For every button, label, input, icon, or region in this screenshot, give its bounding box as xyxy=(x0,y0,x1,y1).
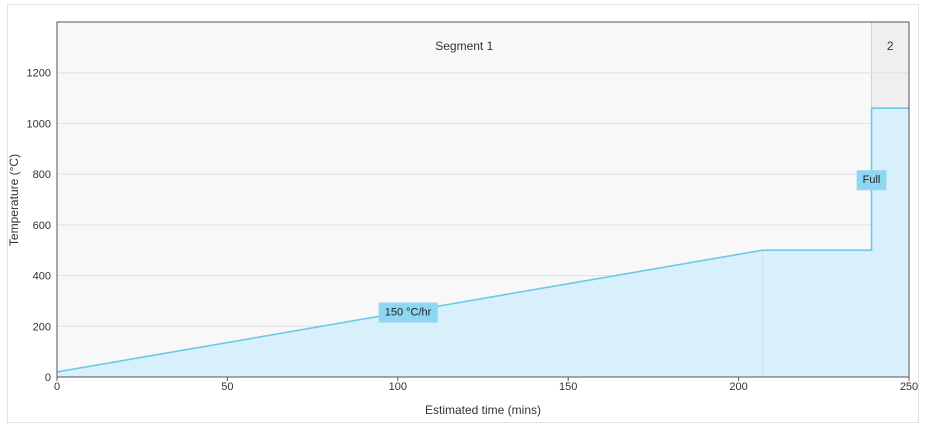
y-tick-labels: 0 200 400 600 800 1000 1200 xyxy=(27,68,51,384)
data-label: Full xyxy=(856,170,887,191)
plot-border xyxy=(56,21,910,378)
y-tick-label: 400 xyxy=(33,271,51,283)
y-tick-label: 1000 xyxy=(27,118,51,130)
temperature-area xyxy=(57,108,909,377)
segment-label: 2 xyxy=(887,39,894,53)
x-tick-label: 250 xyxy=(900,381,918,393)
x-axis-title: Estimated time (mins) xyxy=(425,403,541,417)
y-tick-label: 600 xyxy=(33,220,51,232)
y-tick-label: 1200 xyxy=(27,68,51,80)
x-tick-label: 150 xyxy=(559,381,577,393)
y-tick-label: 0 xyxy=(45,372,51,384)
x-tick-label: 200 xyxy=(729,381,747,393)
y-axis-title: Temperature (°C) xyxy=(7,154,21,246)
x-tick-labels: 0 50 100 150 200 250 xyxy=(54,381,918,393)
segment-label: Segment 1 xyxy=(435,39,493,53)
temperature-line xyxy=(56,107,909,373)
x-tick-label: 50 xyxy=(221,381,233,393)
data-label: 150 °C/hr xyxy=(378,302,438,323)
data-label-text: 150 °C/hr xyxy=(385,307,432,319)
data-label-text: Full xyxy=(863,174,881,186)
x-tick-label: 0 xyxy=(54,381,60,393)
data-label-box xyxy=(378,302,438,323)
data-label-box xyxy=(856,170,887,191)
area-layer xyxy=(56,107,909,377)
y-tick-label: 200 xyxy=(33,321,51,333)
axes xyxy=(56,21,910,381)
y-tick-label: 800 xyxy=(33,169,51,181)
annotations: 150 °C/hr Full xyxy=(378,170,887,323)
x-tick-label: 100 xyxy=(389,381,407,393)
